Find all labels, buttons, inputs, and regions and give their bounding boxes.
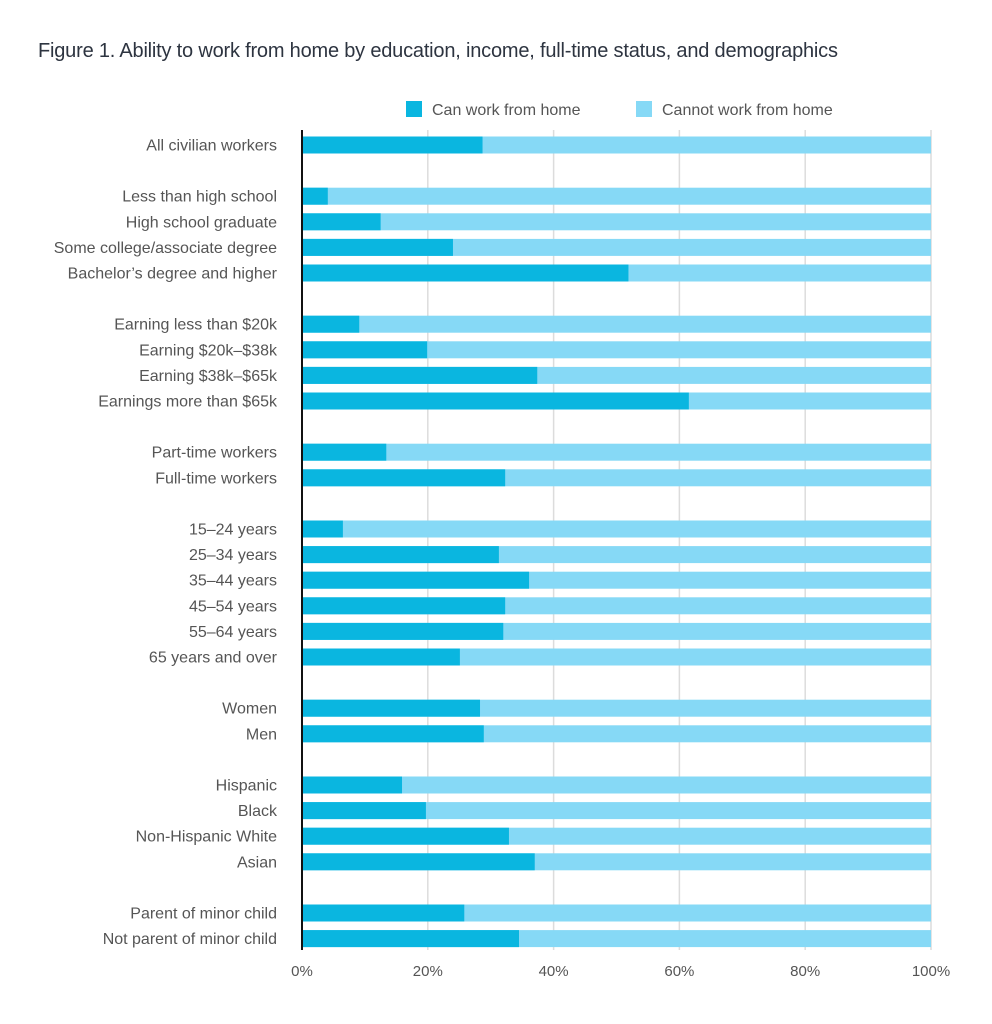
category-label: Non-Hispanic White <box>136 829 277 846</box>
bar-cannot-work-from-home <box>302 776 931 794</box>
bar-can-work-from-home <box>302 546 499 564</box>
bar-can-work-from-home <box>302 366 538 384</box>
category-label: Less than high school <box>122 189 277 206</box>
legend-swatch <box>636 101 652 117</box>
category-label: Earning $20k–$38k <box>139 342 278 359</box>
bar-cannot-work-from-home <box>302 213 931 231</box>
bar-can-work-from-home <box>302 699 481 717</box>
bar-can-work-from-home <box>302 930 520 948</box>
category-label: 55–64 years <box>189 624 277 641</box>
category-label: Men <box>246 726 277 743</box>
category-label: 65 years and over <box>149 650 278 667</box>
x-tick-label: 20% <box>413 963 443 980</box>
bar-can-work-from-home <box>302 469 506 487</box>
category-label: Earning $38k–$65k <box>139 368 278 385</box>
category-label: High school graduate <box>126 214 277 231</box>
category-label: Earning less than $20k <box>114 317 278 334</box>
category-label: Not parent of minor child <box>103 931 277 948</box>
category-label: 15–24 years <box>189 522 277 539</box>
legend-label: Cannot work from home <box>662 102 833 119</box>
bar-can-work-from-home <box>302 725 484 743</box>
category-label: Asian <box>237 854 277 871</box>
x-tick-label: 40% <box>539 963 569 980</box>
x-tick-label: 100% <box>912 963 950 980</box>
bar-can-work-from-home <box>302 827 509 845</box>
bar-cannot-work-from-home <box>302 187 931 205</box>
bar-can-work-from-home <box>302 443 387 461</box>
category-label: Part-time workers <box>152 445 277 462</box>
chart-title: Figure 1. Ability to work from home by e… <box>38 40 838 62</box>
bar-cannot-work-from-home <box>302 315 931 333</box>
bar-can-work-from-home <box>302 136 483 154</box>
bar-can-work-from-home <box>302 776 403 794</box>
bar-can-work-from-home <box>302 264 629 282</box>
bar-cannot-work-from-home <box>302 802 931 820</box>
category-label: 35–44 years <box>189 573 277 590</box>
category-label: Full-time workers <box>155 470 277 487</box>
bar-can-work-from-home <box>302 571 530 589</box>
category-label: Bachelor’s degree and higher <box>68 266 278 283</box>
x-tick-label: 60% <box>664 963 694 980</box>
bar-cannot-work-from-home <box>302 520 931 538</box>
bar-can-work-from-home <box>302 238 453 256</box>
bar-can-work-from-home <box>302 315 360 333</box>
category-label: All civilian workers <box>146 138 277 155</box>
bar-can-work-from-home <box>302 520 343 538</box>
category-label: Black <box>238 803 278 820</box>
category-label: 25–34 years <box>189 547 277 564</box>
bar-can-work-from-home <box>302 187 328 205</box>
category-label: 45–54 years <box>189 598 277 615</box>
legend-label: Can work from home <box>432 102 581 119</box>
category-label: Earnings more than $65k <box>98 394 278 411</box>
bar-can-work-from-home <box>302 648 460 666</box>
legend-swatch <box>406 101 422 117</box>
bar-can-work-from-home <box>302 213 381 231</box>
bar-can-work-from-home <box>302 853 535 871</box>
bar-can-work-from-home <box>302 802 426 820</box>
category-label: Some college/associate degree <box>54 240 277 257</box>
bar-cannot-work-from-home <box>302 341 931 359</box>
bar-can-work-from-home <box>302 341 428 359</box>
category-label: Hispanic <box>216 778 277 795</box>
bar-cannot-work-from-home <box>302 238 931 256</box>
x-tick-label: 80% <box>790 963 820 980</box>
bar-can-work-from-home <box>302 904 465 922</box>
bar-can-work-from-home <box>302 597 506 615</box>
bar-can-work-from-home <box>302 622 504 640</box>
bar-can-work-from-home <box>302 392 689 410</box>
category-label: Women <box>222 701 277 718</box>
category-label: Parent of minor child <box>130 906 277 923</box>
bar-cannot-work-from-home <box>302 443 931 461</box>
x-tick-label: 0% <box>291 963 313 980</box>
